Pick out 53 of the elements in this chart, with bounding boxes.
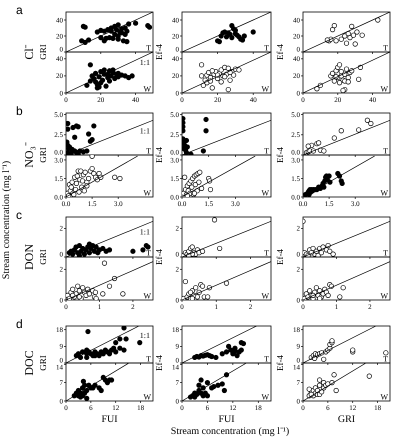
annotation: W [380, 392, 388, 402]
annotation: 1:1 [140, 58, 150, 67]
annotation: T [146, 146, 152, 156]
annotation: W [261, 188, 270, 198]
annotation: T [146, 44, 152, 52]
y-axis-title: GRI [38, 249, 48, 265]
y-axis-title: Ef-4 [275, 248, 285, 265]
annotation: 1:1 [140, 126, 150, 136]
text: DOC [22, 350, 36, 376]
annotation: W [143, 392, 152, 402]
annotation: W [261, 392, 270, 402]
text: NO₃⁻ [22, 142, 36, 168]
y-axis-title: Ef-4 [154, 354, 164, 371]
text: Stream concentration (mg l⁻¹) [1, 160, 12, 280]
annotation: 1:1 [140, 227, 150, 236]
y-axis-title: GRI [38, 355, 48, 371]
x-axis-title: FUI [218, 414, 235, 425]
annotation: T [264, 44, 270, 52]
y-axis-title: Ef-4 [275, 146, 285, 163]
text: Stream concentration (mg l⁻¹) [170, 426, 290, 437]
annotation: W [143, 292, 152, 300]
annotation: T [146, 354, 152, 364]
annotation: T [264, 354, 270, 364]
annotation: W [380, 292, 388, 300]
y-axis-title: GRI [38, 44, 48, 60]
text: Cl⁻ [22, 44, 36, 60]
chart-title: d [16, 317, 23, 331]
annotation: T [383, 146, 388, 156]
y-axis-title: GRI [38, 147, 48, 163]
annotation: W [261, 84, 270, 94]
annotation: W [261, 292, 270, 300]
text: DON [22, 244, 36, 270]
chart-title: a [16, 3, 23, 17]
chart-title: b [16, 104, 23, 118]
annotation: T [383, 248, 388, 258]
chart-title: c [16, 208, 22, 222]
annotation: W [143, 188, 152, 198]
annotation: T [383, 354, 388, 364]
annotation: W [143, 84, 152, 94]
annotation: T [146, 248, 152, 258]
y-axis-title: Ef-4 [154, 248, 164, 265]
x-axis-title: FUI [101, 414, 118, 425]
annotation: T [264, 146, 270, 156]
y-axis-title: Ef-4 [154, 146, 164, 163]
annotation: T [264, 248, 270, 258]
y-axis-title: Ef-4 [275, 354, 285, 371]
annotation: 1:1 [140, 331, 150, 340]
annotation: T [383, 44, 388, 52]
annotation: W [380, 84, 388, 94]
y-axis-title: Ef-4 [154, 44, 164, 60]
y-axis-title: Ef-4 [275, 44, 285, 60]
x-axis-title: GRI [338, 414, 356, 425]
annotation: W [380, 188, 388, 198]
